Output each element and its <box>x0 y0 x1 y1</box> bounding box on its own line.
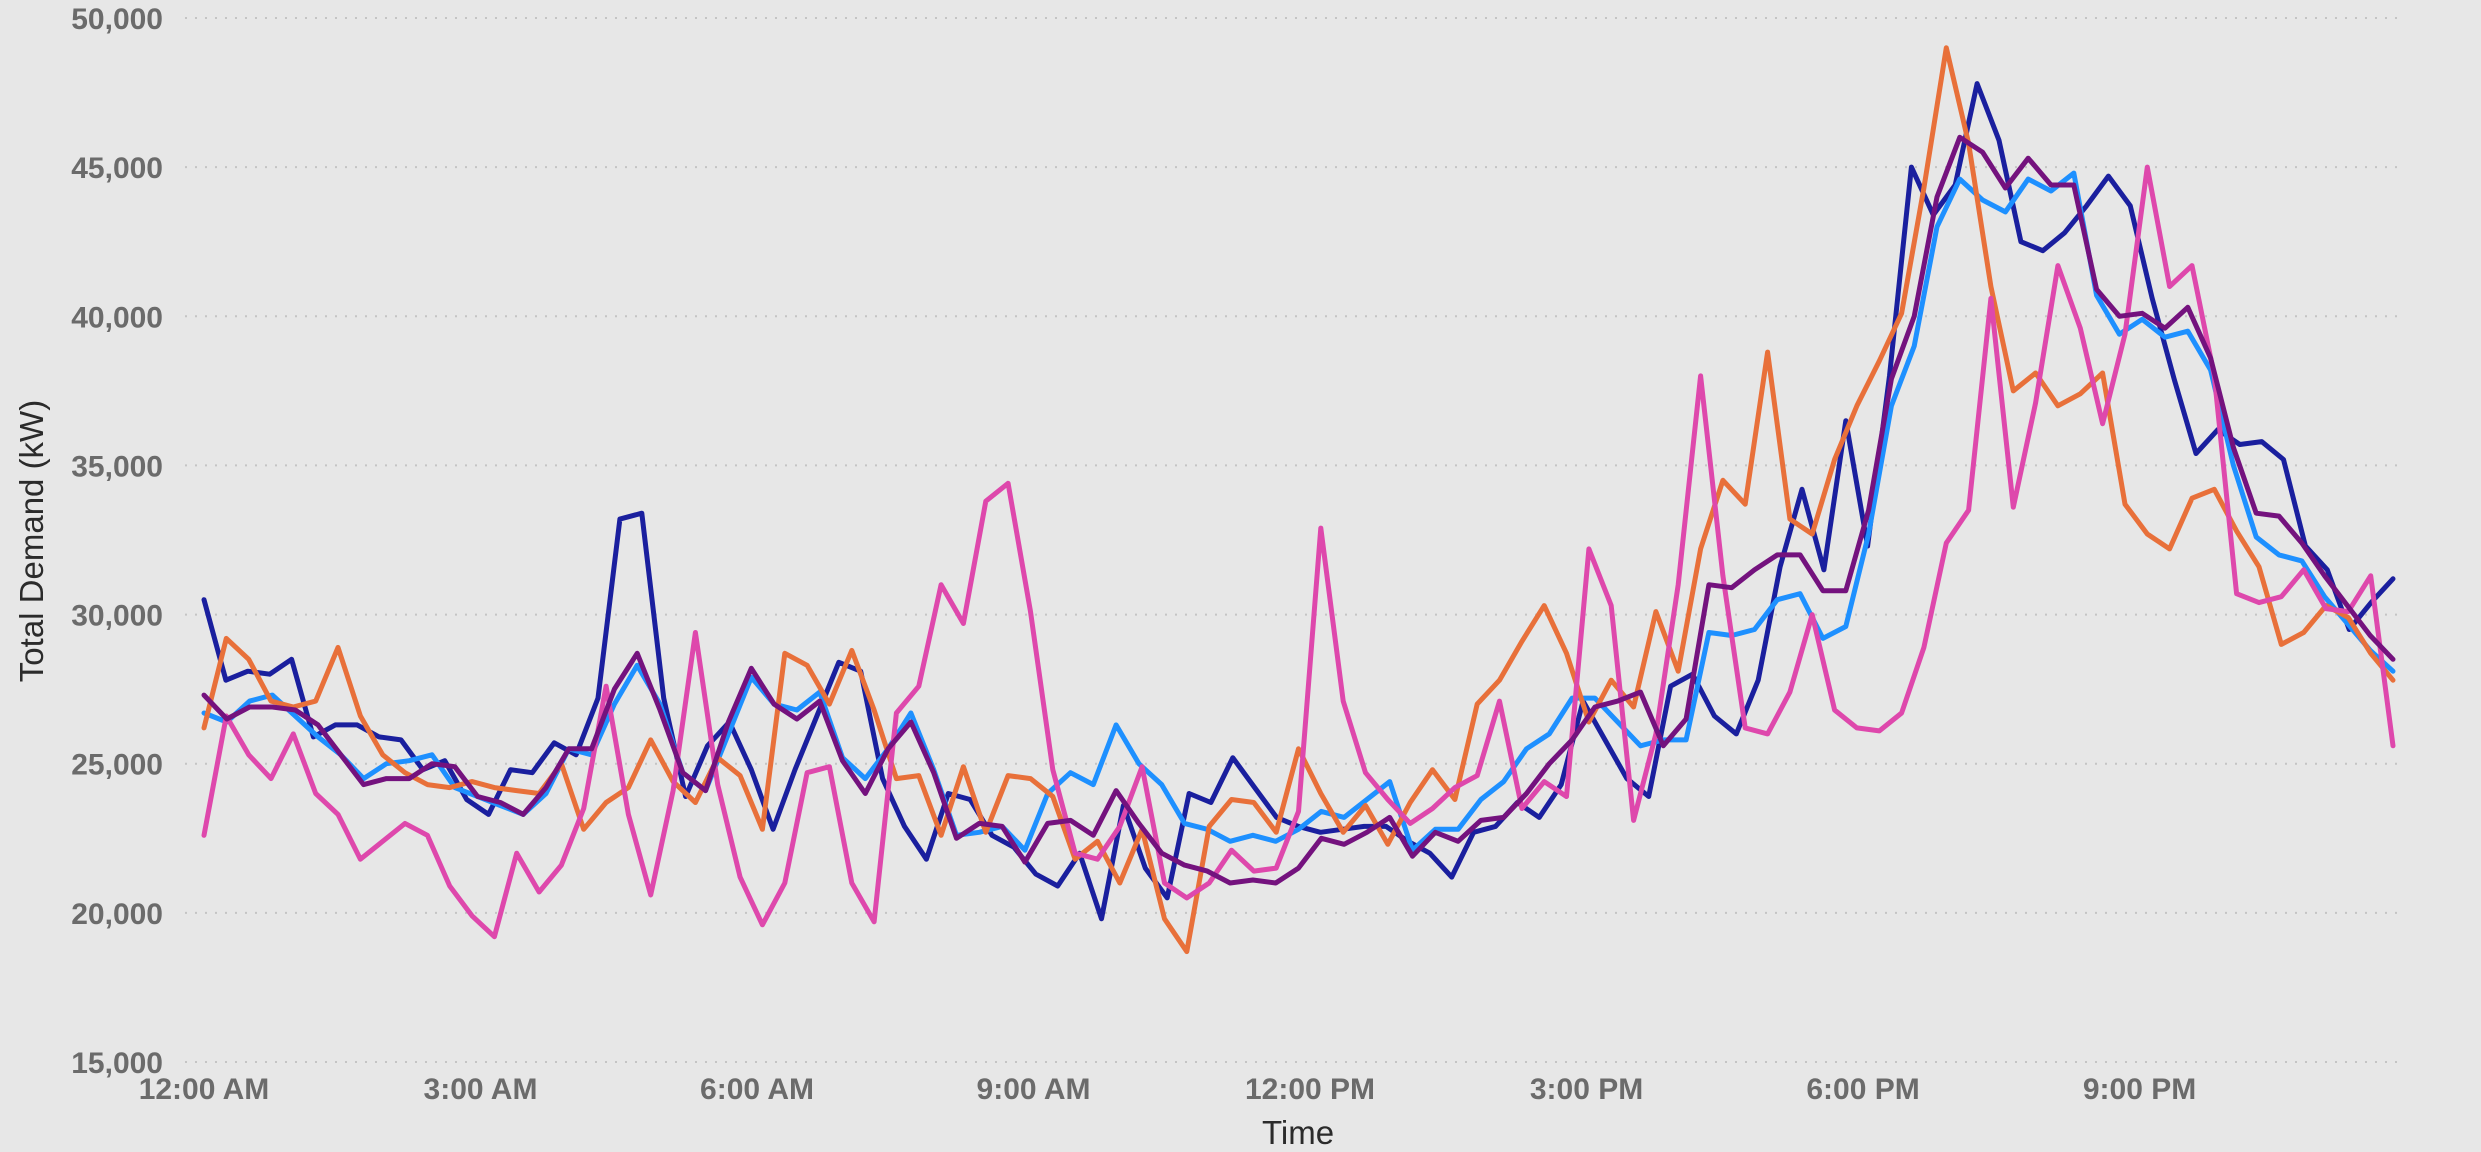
series-line-5 <box>201 134 2396 886</box>
x-tick-label: 6:00 PM <box>1806 1073 1919 1106</box>
y-axis: 15,000 20,000 25,000 30,000 35,000 40,000 45,0… <box>71 3 163 1080</box>
x-tick-label: 12:00 AM <box>139 1073 270 1106</box>
y-tick-label: 45,000 <box>71 152 163 185</box>
x-tick-label: 3:00 PM <box>1530 1073 1643 1106</box>
x-tick-label: 9:00 AM <box>977 1073 1091 1106</box>
x-tick-label: 12:00 PM <box>1245 1073 1375 1106</box>
y-tick-label: 40,000 <box>71 301 163 334</box>
y-axis-title: Total Demand (kW) <box>13 400 50 682</box>
y-tick-label: 20,000 <box>71 898 163 931</box>
series-line-4 <box>201 164 2396 940</box>
x-tick-label: 3:00 AM <box>424 1073 538 1106</box>
y-tick-label: 30,000 <box>71 600 163 633</box>
x-tick-label: 9:00 PM <box>2083 1073 2196 1106</box>
x-axis-title: Time <box>1262 1114 1334 1151</box>
x-axis: 12:00 AM 3:00 AM 6:00 AM 9:00 AM 12:00 PM 3:0… <box>139 1073 2197 1106</box>
y-tick-label: 25,000 <box>71 749 163 782</box>
y-tick-label: 35,000 <box>71 450 163 483</box>
y-tick-label: 15,000 <box>71 1047 163 1080</box>
x-tick-label: 6:00 AM <box>700 1073 814 1106</box>
y-tick-label: 50,000 <box>71 3 163 36</box>
series-line-3 <box>201 45 2396 955</box>
series-lines <box>201 45 2396 955</box>
